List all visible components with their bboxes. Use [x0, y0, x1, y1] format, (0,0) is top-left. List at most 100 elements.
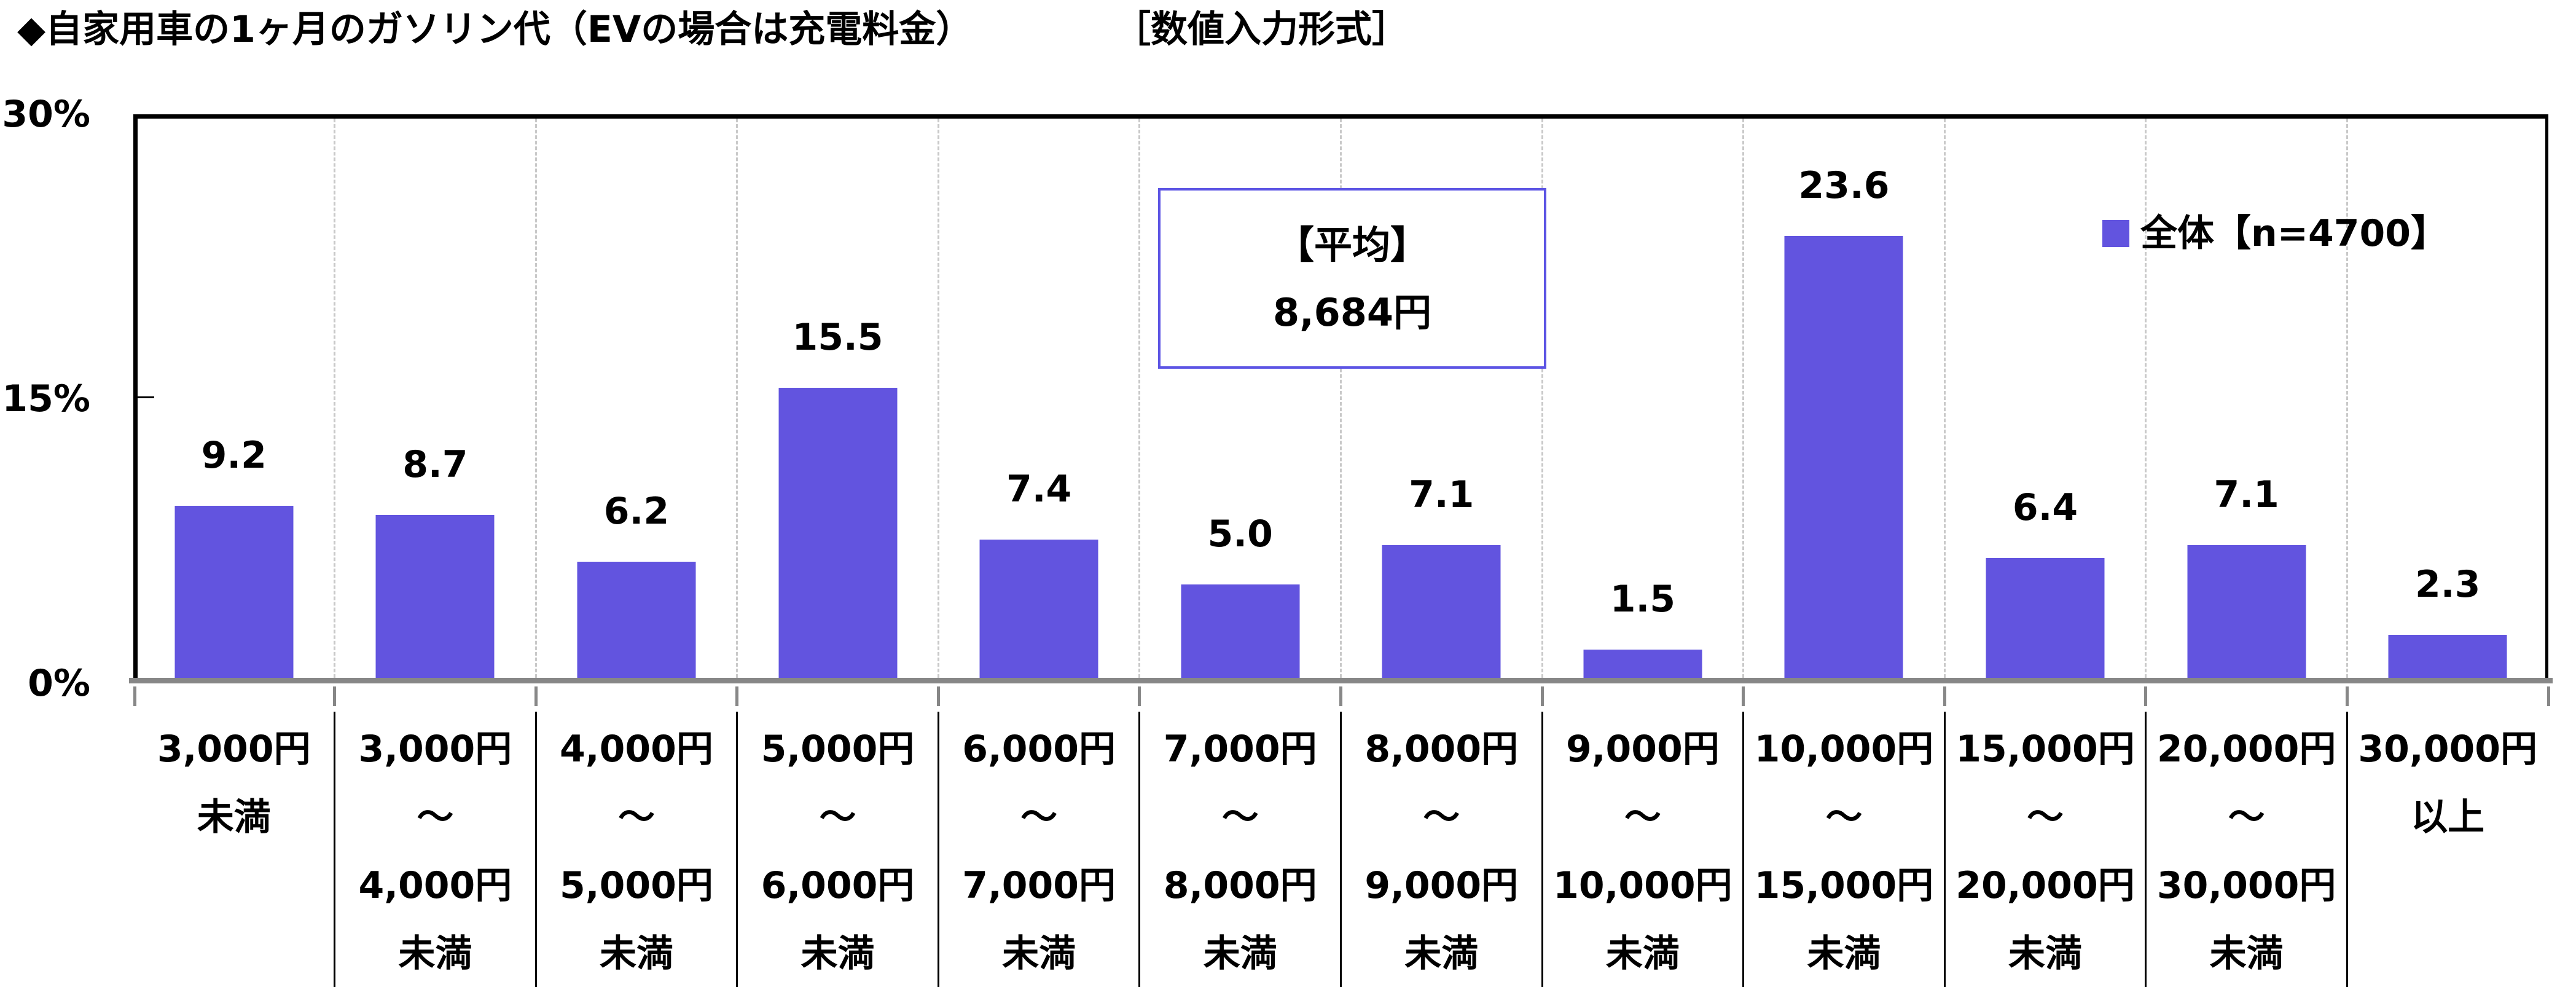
bar-slot: 2.3: [2347, 114, 2548, 683]
average-heading: 【平均】: [1275, 222, 1428, 267]
x-axis-label-line: 未満: [2209, 932, 2284, 975]
x-axis-label-line: 30,000円: [2358, 728, 2537, 771]
plot-area: 9.2 8.7 6.2 15.5 7.4 5.0 7.1 1.5 23.6 6.4 7.1 2.3 全…: [129, 114, 2553, 683]
bar: [577, 562, 696, 678]
x-axis-label-line: 以上: [2411, 796, 2485, 839]
bar-value-label: 6.2: [603, 490, 670, 533]
category-gridline: [1943, 119, 1946, 678]
x-axis-label-line: 15,000円: [1754, 864, 1934, 907]
category-separator-line: [534, 712, 537, 987]
bar-slot: 6.2: [536, 114, 737, 683]
bar: [1382, 545, 1501, 678]
x-axis-category-label: 20,000円 ～ 30,000円 未満: [2146, 712, 2347, 985]
x-axis-label-line: 30,000円: [2156, 864, 2336, 907]
x-axis-category-label: 3,000円 ～ 4,000円 未満: [335, 712, 536, 985]
x-axis-label-line: 8,000円: [1364, 728, 1519, 771]
chart-title: ◆自家用車の1ヶ月のガソリン代（EVの場合は充電料金）: [17, 8, 973, 51]
x-axis-label-area: 3,000円 未満 3,000円～ 4,000円 未満 4,000円～ 5,000円 未満 5,…: [133, 683, 2550, 987]
x-axis-label-line: ～: [1221, 796, 1259, 839]
bar-value-label: 7.1: [1409, 473, 1474, 516]
average-annotation-box: 【平均】 8,684円: [1158, 188, 1546, 369]
y-axis-tick-label: 15%: [2, 377, 90, 420]
bar-value-label: 6.4: [2012, 486, 2078, 530]
x-axis-label-line: 10,000円: [1754, 728, 1934, 771]
axis-tick: [1138, 686, 1141, 706]
bar-slot: 6.4: [1944, 114, 2146, 683]
axis-tick: [1742, 686, 1745, 706]
axis-tick: [2345, 686, 2349, 706]
x-axis-category-label: 30,000円 以上: [2347, 712, 2548, 848]
bar-slot: 5.0: [1140, 114, 1341, 683]
bar-slot: 15.5: [737, 114, 939, 683]
bar: [979, 539, 1098, 678]
x-axis-category-label: 5,000円 ～ 6,000円 未満: [737, 712, 939, 985]
legend-swatch-icon: [2102, 220, 2129, 247]
x-axis-category-label: 8,000円 ～ 9,000円 未満: [1341, 712, 1543, 985]
x-axis-label-line: 15,000円: [1955, 728, 2135, 771]
x-axis-label-line: 9,000円: [1364, 864, 1519, 907]
plot-border-right: [2545, 114, 2548, 680]
x-axis-label-line: 8,000円: [1163, 864, 1317, 907]
chart-title-note: ［数値入力形式］: [1114, 8, 1409, 51]
x-axis-category-label: 3,000円 未満: [133, 712, 335, 848]
plot-border-top: [133, 114, 2548, 119]
x-axis-label-line: 未満: [599, 932, 673, 975]
bar-value-label: 7.4: [1006, 467, 1072, 511]
x-axis-label-line: 未満: [398, 932, 472, 975]
y-axis-line: [133, 114, 138, 680]
x-axis-label-line: ～: [617, 796, 655, 839]
x-axis-label-line: 未満: [1404, 932, 1479, 975]
bar: [1986, 558, 2105, 678]
average-value: 8,684円: [1272, 290, 1432, 335]
bar-value-label: 5.0: [1207, 512, 1273, 556]
bar-value-label: 15.5: [792, 316, 883, 360]
category-separator-line: [736, 712, 738, 987]
bar-slot: 7.1: [2146, 114, 2347, 683]
x-axis-label-line: 未満: [1002, 932, 1076, 975]
x-axis-label-line: ～: [1423, 796, 1460, 839]
bar-slot: 23.6: [1744, 114, 1945, 683]
category-gridline: [2145, 119, 2147, 678]
bar-value-label: 7.1: [2214, 473, 2279, 516]
axis-tick: [333, 686, 337, 706]
bar: [174, 505, 294, 678]
bar: [1784, 236, 1903, 678]
x-axis-category-label: 10,000円 ～ 15,000円 未満: [1744, 712, 1945, 985]
axis-tick: [133, 686, 136, 706]
category-separator-line: [937, 712, 939, 987]
category-gridline: [334, 119, 336, 678]
x-axis-label-line: 4,000円: [358, 864, 512, 907]
category-gridline: [1340, 119, 1342, 678]
x-axis-label-line: 20,000円: [2156, 728, 2336, 771]
category-separator-line: [2145, 712, 2147, 987]
bar-value-label: 8.7: [402, 443, 468, 487]
bar-slot: 9.2: [133, 114, 335, 683]
bar: [2388, 634, 2507, 678]
x-axis-label-line: 10,000円: [1553, 864, 1732, 907]
axis-tick: [1339, 686, 1342, 706]
x-axis-label-line: ～: [819, 796, 856, 839]
x-axis-label-line: 6,000円: [761, 864, 915, 907]
x-axis-label-line: 未満: [801, 932, 875, 975]
category-separator-line: [1742, 712, 1745, 987]
x-axis-label-line: 未満: [197, 796, 271, 839]
category-separator-line: [1541, 712, 1543, 987]
bar-value-label: 2.3: [2415, 562, 2481, 606]
x-axis-label-line: 9,000円: [1565, 728, 1720, 771]
category-separator-line: [334, 712, 336, 987]
axis-tick: [936, 686, 940, 706]
x-axis-category-label: 7,000円 ～ 8,000円 未満: [1140, 712, 1341, 985]
x-axis-label-line: 3,000円: [358, 728, 512, 771]
bar: [1181, 584, 1300, 678]
category-separator-line: [1340, 712, 1342, 987]
bar-value-label: 23.6: [1798, 164, 1890, 208]
bar-slot: 1.5: [1542, 114, 1744, 683]
x-axis-label-line: 未満: [2008, 932, 2083, 975]
x-axis-label-line: 5,000円: [761, 728, 915, 771]
category-gridline: [534, 119, 537, 678]
x-axis-label-line: ～: [417, 796, 454, 839]
x-axis-category-label: 4,000円 ～ 5,000円 未満: [536, 712, 737, 985]
x-axis-label-line: ～: [2228, 796, 2265, 839]
y-axis-tick-label: 0%: [28, 662, 90, 705]
bar-value-label: 9.2: [201, 433, 267, 477]
